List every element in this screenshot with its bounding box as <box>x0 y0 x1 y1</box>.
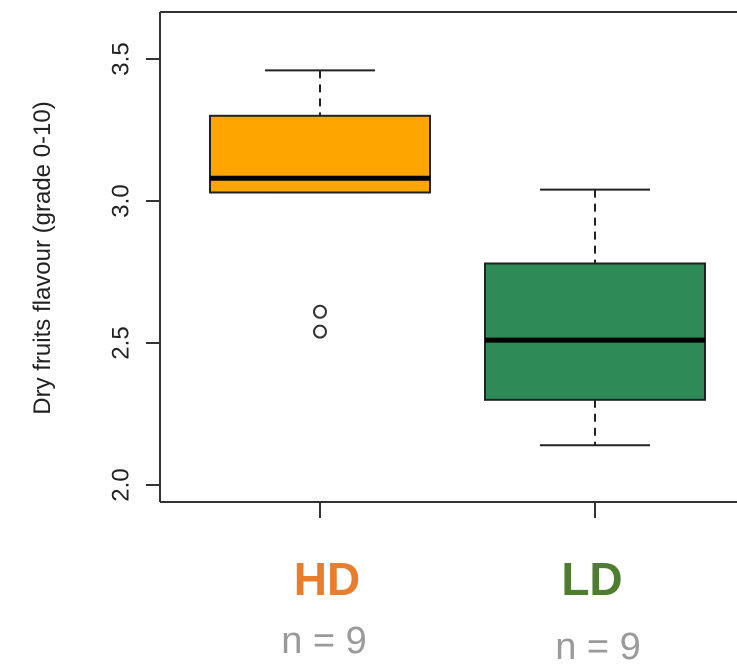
y-axis: 2.0 2.5 3.0 3.5 <box>107 42 160 502</box>
group-label-hd: HD <box>293 553 361 605</box>
n-label-hd: n = 9 <box>281 620 367 662</box>
n-label-ld: n = 9 <box>555 626 641 668</box>
y-tick-label: 2.5 <box>107 326 134 359</box>
outlier-point <box>313 304 327 319</box>
plot-frame <box>159 11 737 503</box>
x-axis <box>319 502 596 518</box>
iqr-box <box>209 114 431 194</box>
y-axis-title: Dry fruits flavour (grade 0-10) <box>29 101 56 414</box>
boxes <box>209 69 706 447</box>
group-label-ld: LD <box>561 553 623 605</box>
iqr-box <box>484 262 706 401</box>
box-hd <box>209 69 431 339</box>
y-tick-label: 3.5 <box>107 42 134 75</box>
box-ld <box>484 188 706 447</box>
y-tick-label: 3.0 <box>107 184 134 217</box>
outlier-point <box>313 324 327 339</box>
y-tick-label: 2.0 <box>107 468 134 501</box>
